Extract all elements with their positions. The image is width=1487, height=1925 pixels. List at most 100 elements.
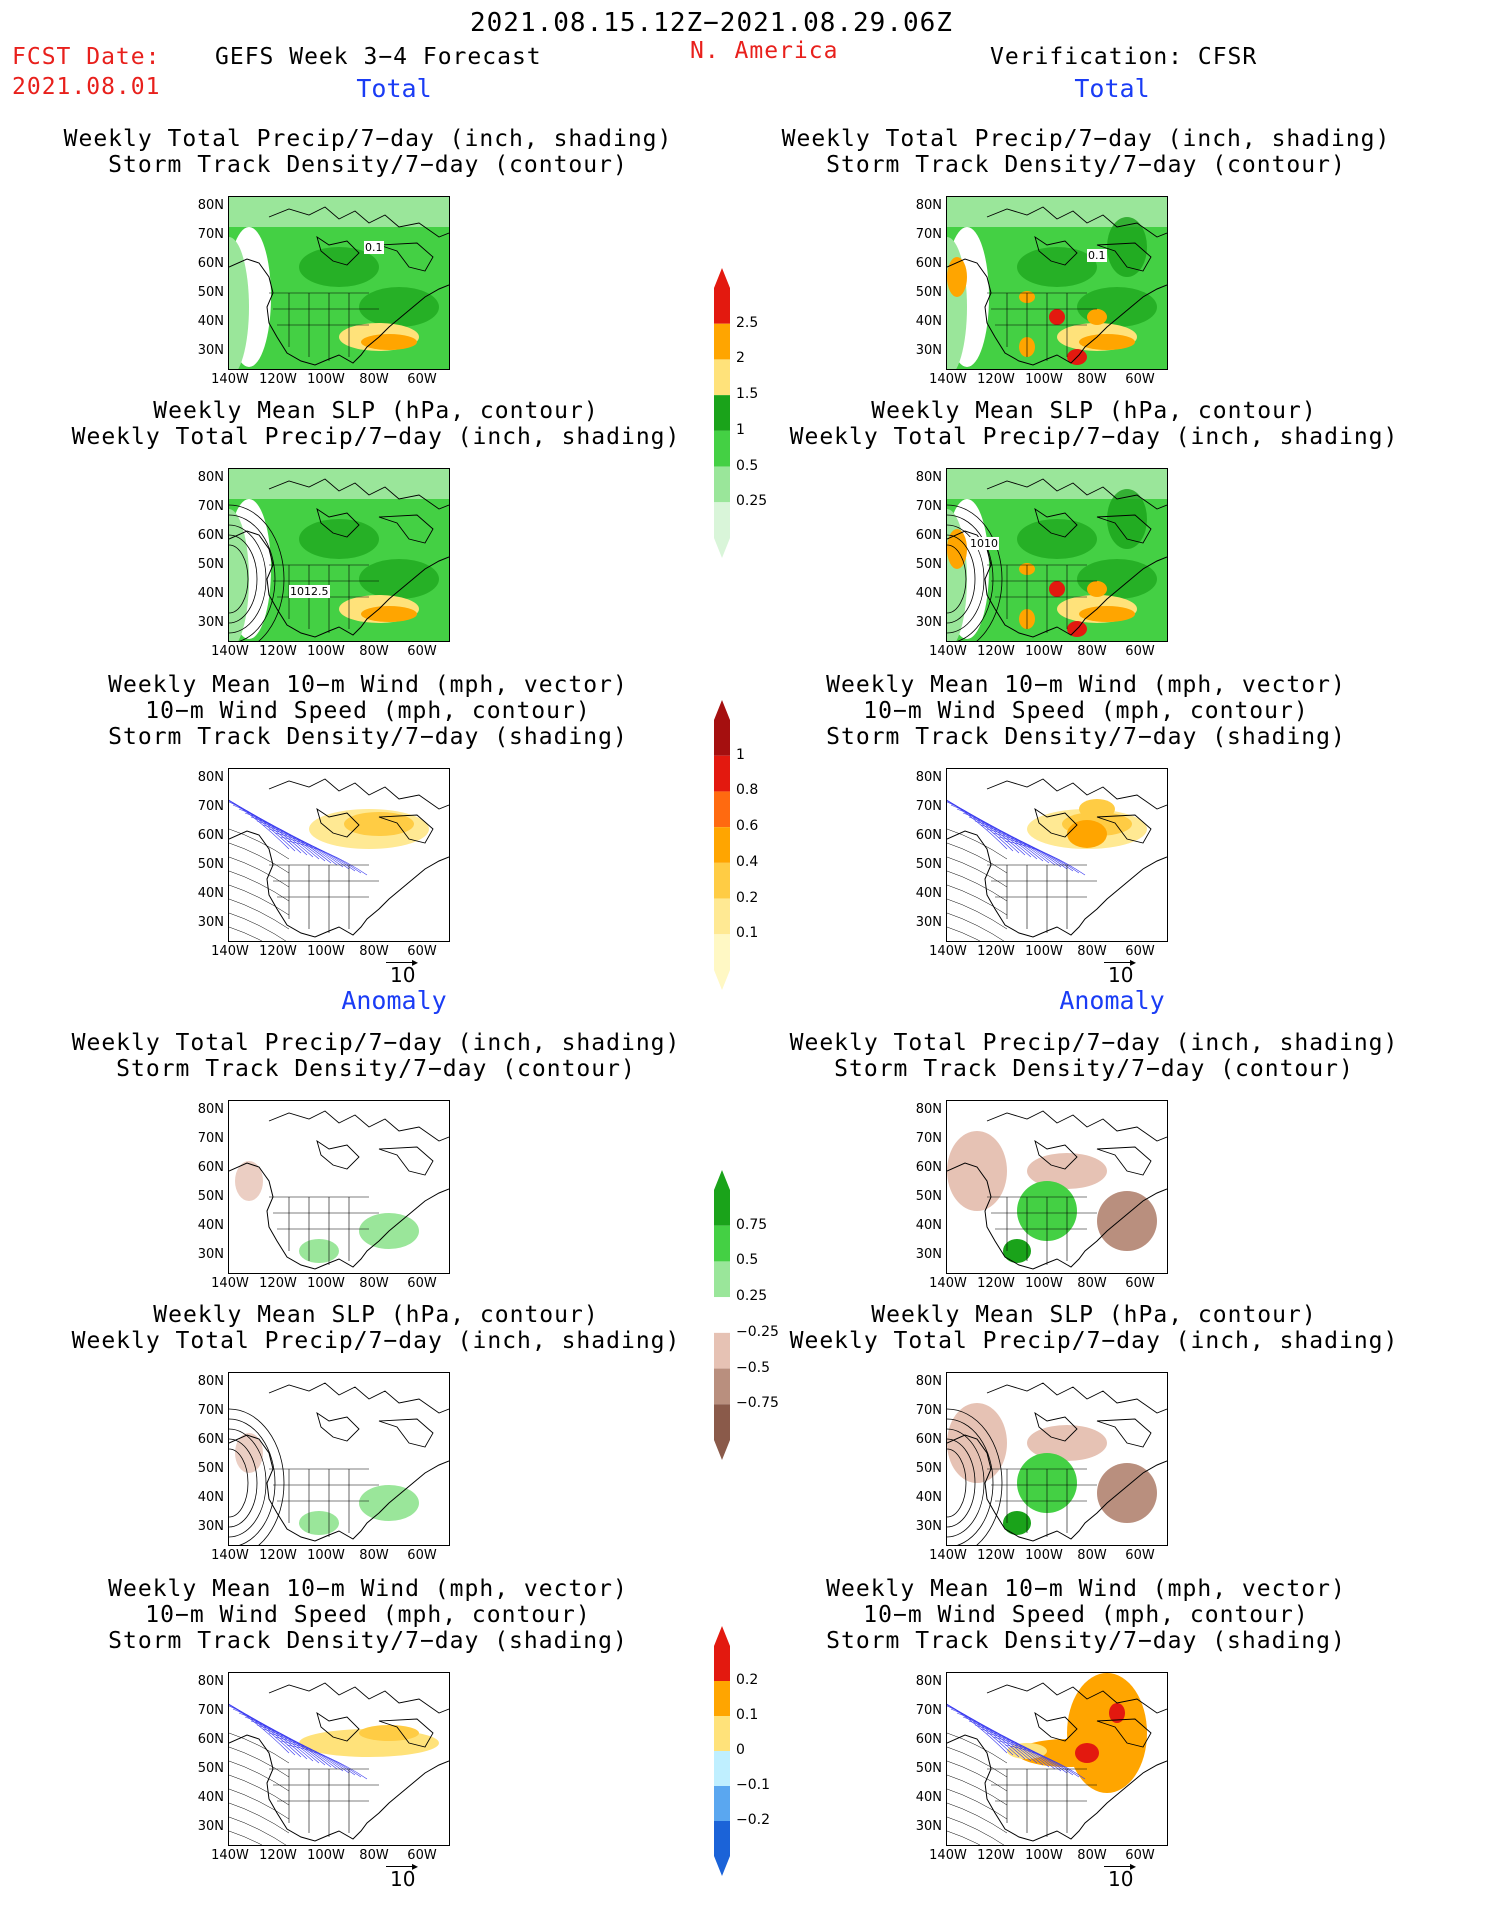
title-r1: Weekly Total Precip/7−day (inch, shading… (781, 126, 1391, 178)
lon-label: 100W (307, 372, 345, 387)
colorbar-tick-label: 0.25 (736, 493, 768, 510)
map-anom-wind-obs: 80N 70N 60N 50N 40N 30N 140W 120W 100W 80W 60W ▸ 10 (896, 1664, 1196, 1891)
map-total-wind-obs: 80N 70N 60N 50N 40N 30N 140W 120W 100W 80W 60W ▸ 10 (896, 760, 1196, 987)
lat-label: 60N (915, 528, 942, 543)
map-total-slp-fcst: 1012.5 80N 70N 60N 50N 40N 30N 140W 120W 100W 80W 6… (178, 460, 478, 660)
map-total-wind-fcst: 80N 70N 60N 50N 40N 30N 140W 120W 100W 80W 60W ▸ 10 (178, 760, 478, 987)
title-r5: Weekly Mean SLP (hPa, contour) Weekly To… (789, 1302, 1399, 1354)
lon-label: 140W (929, 372, 967, 387)
section-total-right: Total (1074, 74, 1150, 103)
map-frame (946, 1372, 1168, 1546)
lat-label: 50N (197, 285, 224, 300)
lat-label: 30N (915, 1819, 942, 1834)
lat-label: 70N (915, 227, 942, 242)
title-r4: Weekly Total Precip/7−day (inch, shading… (789, 1030, 1399, 1082)
lon-label: 80W (359, 372, 389, 387)
lat-label: 40N (915, 314, 942, 329)
map-total-precip-fcst: 0.1 80N 70N 60N 50N 40N 30N 140W 120W 100W 80W 60W (178, 188, 478, 388)
lon-label: 120W (259, 644, 297, 659)
lon-label: 140W (929, 644, 967, 659)
title-l4: Weekly Total Precip/7−day (inch, shading… (71, 1030, 681, 1082)
map-plot (947, 1673, 1167, 1845)
verification-title: Verification: CFSR (990, 44, 1258, 70)
vector-reference: ▸ 10 (386, 1859, 418, 1891)
map-frame (228, 768, 450, 942)
lat-label: 30N (197, 615, 224, 630)
lat-label: 50N (915, 1461, 942, 1476)
colorbar-tick-label: 0.4 (736, 853, 759, 870)
lon-label: 120W (259, 1276, 297, 1291)
lon-label: 120W (259, 944, 297, 959)
lat-label: 40N (915, 1790, 942, 1805)
lon-label: 140W (929, 1548, 967, 1563)
title-l1: Weekly Total Precip/7−day (inch, shading… (63, 126, 673, 178)
lon-label: 120W (977, 1548, 1015, 1563)
lat-label: 80N (197, 1102, 224, 1117)
lon-label: 100W (307, 944, 345, 959)
colorbar-tick-label: 2 (736, 350, 745, 367)
title-l5: Weekly Mean SLP (hPa, contour) Weekly To… (71, 1302, 681, 1354)
lat-label: 60N (197, 828, 224, 843)
map-anom-slp-fcst: 80N 70N 60N 50N 40N 30N 140W 120W 100W 80W 60W (178, 1364, 478, 1564)
lat-label: 50N (197, 857, 224, 872)
lat-label: 40N (197, 314, 224, 329)
lon-label: 100W (1025, 372, 1063, 387)
lon-label: 60W (407, 1276, 437, 1291)
lon-label: 140W (211, 1276, 249, 1291)
map-frame: 1010 (946, 468, 1168, 642)
map-frame (946, 1672, 1168, 1846)
lat-label: 60N (915, 1432, 942, 1447)
lat-label: 50N (915, 557, 942, 572)
lat-label: 40N (197, 886, 224, 901)
contour-label: 1010 (969, 537, 999, 550)
lat-label: 30N (197, 915, 224, 930)
fcst-date-value: 2021.08.01 (12, 74, 161, 100)
lat-label: 60N (197, 1732, 224, 1747)
lat-label: 70N (197, 799, 224, 814)
lat-label: 70N (915, 499, 942, 514)
title-l3: Weekly Mean 10−m Wind (mph, vector) 10−m… (108, 672, 628, 750)
lat-label: 80N (197, 1674, 224, 1689)
lat-label: 30N (915, 1247, 942, 1262)
map-plot (947, 1382, 1167, 1545)
lat-label: 70N (915, 799, 942, 814)
lon-label: 140W (211, 1548, 249, 1563)
lon-label: 60W (1125, 644, 1155, 659)
lon-label: 60W (1125, 1548, 1155, 1563)
lat-label: 80N (197, 770, 224, 785)
lon-label: 100W (1025, 1548, 1063, 1563)
lon-label: 80W (359, 1276, 389, 1291)
section-total-left: Total (356, 74, 432, 103)
map-frame: 0.1 (228, 196, 450, 370)
lon-label: 120W (977, 372, 1015, 387)
lat-label: 60N (915, 828, 942, 843)
lon-label: 100W (307, 644, 345, 659)
colorbar-anom-storm: 0.2 0.1 0 −0.1 −0.2 (712, 1626, 812, 1876)
lat-label: 40N (915, 1218, 942, 1233)
lat-label: 70N (197, 227, 224, 242)
lon-label: 80W (359, 944, 389, 959)
lon-label: 60W (407, 1548, 437, 1563)
lat-label: 70N (915, 1131, 942, 1146)
forecast-title: GEFS Week 3−4 Forecast (215, 44, 542, 70)
lat-label: 60N (197, 256, 224, 271)
vector-reference: ▸ 10 (1104, 1859, 1136, 1891)
map-plot (947, 469, 1167, 641)
lat-label: 30N (915, 343, 942, 358)
colorbar-tick-label: 2.5 (736, 314, 759, 331)
lat-label: 30N (197, 1247, 224, 1262)
map-total-precip-obs: 0.1 80N 70N 60N 50N 40N 30N 140W 120W 100W 80W 60W (896, 188, 1196, 388)
colorbar-total-precip: 2.5 2 1.5 1 0.5 0.25 (712, 268, 812, 558)
lat-label: 80N (197, 470, 224, 485)
map-plot (229, 1382, 449, 1545)
lon-label: 100W (1025, 944, 1063, 959)
title-l2: Weekly Mean SLP (hPa, contour) Weekly To… (71, 398, 681, 450)
lon-label: 60W (407, 644, 437, 659)
section-anomaly-right: Anomaly (1059, 986, 1165, 1015)
lat-label: 40N (915, 1490, 942, 1505)
map-plot (229, 469, 449, 641)
lat-label: 30N (197, 1519, 224, 1534)
lon-label: 80W (359, 1548, 389, 1563)
colorbar-tick-label: −0.25 (736, 1323, 779, 1340)
title-l6: Weekly Mean 10−m Wind (mph, vector) 10−m… (108, 1576, 628, 1654)
